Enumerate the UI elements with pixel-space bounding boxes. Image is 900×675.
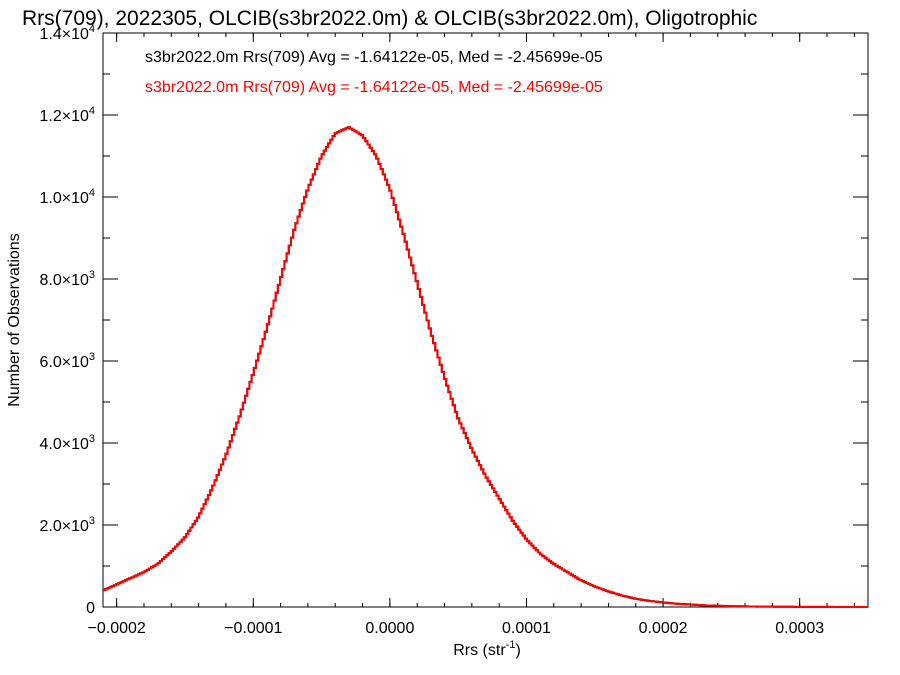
x-axis: −0.0002 −0.0001 0.0000 0.0001 0.0002 0.0003	[88, 33, 855, 637]
y-tick-label: 8.0×103	[39, 269, 95, 289]
x-tick-label: −0.0002	[88, 620, 146, 637]
y-axis-label: Number of Observations	[6, 233, 23, 406]
y-tick-label: 1.2×104	[39, 105, 95, 125]
series-line-2	[103, 126, 868, 608]
y-tick-label: 0	[86, 600, 95, 617]
x-tick-label: 0.0003	[775, 620, 824, 637]
y-tick-label: 1.4×104	[39, 23, 95, 43]
x-tick-label: −0.0001	[224, 620, 282, 637]
x-axis-label-tail: )	[515, 642, 520, 659]
x-tick-label: 0.0000	[365, 620, 414, 637]
y-axis: 0 2.0×103 4.0×103 6.0×103 8.0×103 1.0×104 1.2×…	[39, 23, 868, 617]
plot-frame	[102, 32, 869, 608]
x-tick-label: 0.0001	[502, 620, 551, 637]
x-tick-label: 0.0002	[639, 620, 688, 637]
x-axis-label-sup: -1	[506, 639, 516, 651]
y-tick-label: 1.0×104	[39, 187, 95, 207]
y-tick-label: 4.0×103	[39, 433, 95, 453]
x-axis-label: Rrs (str-1)	[453, 639, 521, 659]
y-tick-label: 2.0×103	[39, 515, 95, 535]
y-tick-label: 6.0×103	[39, 351, 95, 371]
chart-title: Rrs(709), 2022305, OLCIB(s3br2022.0m) & …	[22, 7, 757, 30]
series-line-1	[103, 126, 868, 608]
x-axis-label-base: Rrs (str	[453, 642, 506, 659]
legend-entry-1: s3br2022.0m Rrs(709) Avg = -1.64122e-05,…	[145, 49, 603, 66]
series-layer	[103, 126, 868, 608]
legend-entry-2: s3br2022.0m Rrs(709) Avg = -1.64122e-05,…	[145, 79, 603, 96]
